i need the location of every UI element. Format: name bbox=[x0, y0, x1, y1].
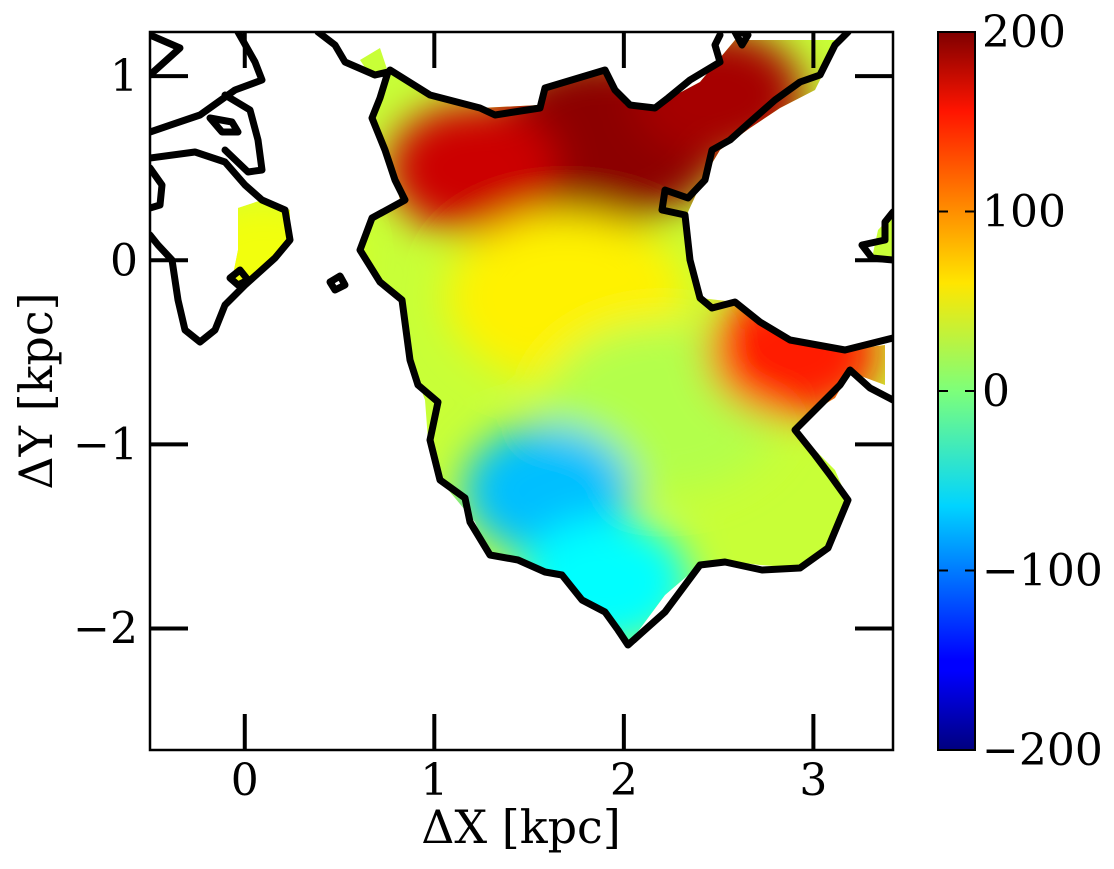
contour-right bbox=[658, 32, 893, 354]
contour-main bbox=[314, 32, 893, 649]
y-tick-label: −2 bbox=[73, 603, 138, 654]
y-axis-label: ΔY [kpc] bbox=[9, 292, 63, 489]
contour-small-1 bbox=[226, 266, 252, 289]
x-tick-label: 0 bbox=[231, 755, 259, 806]
colorbar-tick-label: 200 bbox=[982, 7, 1066, 58]
contour-left-edge bbox=[150, 164, 166, 212]
y-tick-label: −1 bbox=[73, 419, 138, 470]
colorbar-tick-label: 100 bbox=[982, 187, 1066, 238]
y-ticks: 1 0 −1 −2 bbox=[73, 51, 893, 654]
x-tick-label: 2 bbox=[610, 755, 638, 806]
contour-lines bbox=[150, 32, 893, 649]
plot-frame bbox=[148, 30, 895, 752]
contour-top bbox=[386, 32, 752, 119]
colorbar-tick-label: −100 bbox=[982, 546, 1103, 597]
heatmap-region-7 bbox=[709, 287, 880, 418]
heatmap-region-2 bbox=[387, 103, 558, 234]
colorbar-ticks: 200 100 0 −100 −200 bbox=[938, 7, 1103, 776]
y-tick-label: 1 bbox=[110, 51, 138, 102]
colorbar-tick-label: −200 bbox=[982, 725, 1103, 776]
y-tick-label: 0 bbox=[110, 235, 138, 286]
colorbar-tick-label: 0 bbox=[982, 366, 1010, 417]
heatmap-layer bbox=[232, 40, 892, 645]
x-axis-label: ΔX [kpc] bbox=[421, 800, 621, 854]
contour-small-2 bbox=[326, 272, 349, 294]
heatmap-region-8 bbox=[232, 195, 349, 326]
x-ticks: 0 1 2 3 bbox=[231, 32, 827, 806]
contour-left-top bbox=[150, 32, 266, 136]
contour-left-loop bbox=[206, 91, 266, 176]
x-tick-label: 3 bbox=[799, 755, 827, 806]
heatmap-region-6 bbox=[519, 517, 690, 645]
x-tick-label: 1 bbox=[420, 755, 448, 806]
